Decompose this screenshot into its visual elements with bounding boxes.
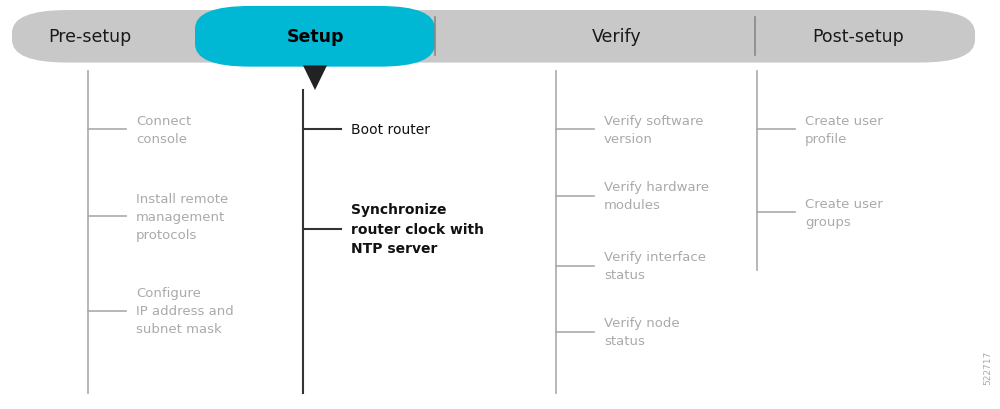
Text: Post-setup: Post-setup — [812, 28, 904, 46]
Text: Boot router: Boot router — [351, 123, 430, 137]
Text: Pre-setup: Pre-setup — [48, 28, 132, 46]
Text: Setup: Setup — [286, 28, 344, 46]
Text: Verify software
version: Verify software version — [604, 115, 704, 146]
Text: Synchronize
router clock with
NTP server: Synchronize router clock with NTP server — [351, 202, 484, 256]
Text: Create user
profile: Create user profile — [805, 115, 883, 146]
Text: Verify interface
status: Verify interface status — [604, 250, 706, 281]
Text: Configure
IP address and
subnet mask: Configure IP address and subnet mask — [136, 286, 234, 335]
FancyBboxPatch shape — [195, 7, 435, 67]
Text: Create user
groups: Create user groups — [805, 197, 883, 228]
Text: Verify hardware
modules: Verify hardware modules — [604, 181, 709, 212]
FancyBboxPatch shape — [12, 11, 975, 63]
Text: Connect
console: Connect console — [136, 115, 191, 146]
Polygon shape — [303, 66, 327, 91]
Text: 522717: 522717 — [984, 350, 992, 384]
Text: Install remote
management
protocols: Install remote management protocols — [136, 192, 228, 241]
Text: Verify node
status: Verify node status — [604, 317, 680, 348]
Text: Verify: Verify — [592, 28, 642, 46]
